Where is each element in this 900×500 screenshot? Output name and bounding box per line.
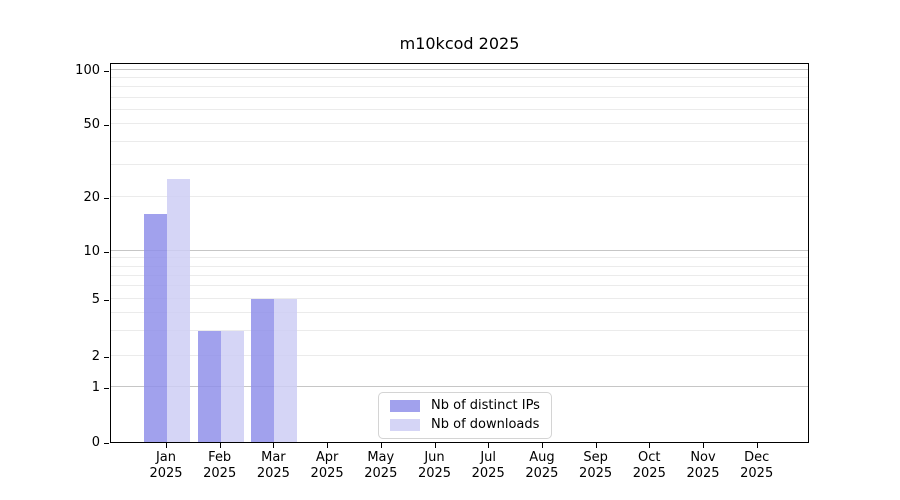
bar-downloads-feb (220, 330, 244, 442)
x-tick-mark-jun (434, 443, 436, 448)
bar-distinct-ips-feb (197, 330, 221, 442)
gridline-y-9 (111, 257, 808, 259)
x-tick-mark-aug (541, 443, 543, 448)
x-tick-year-nov: 2025 (686, 466, 720, 481)
x-tick-mark-jul (488, 443, 490, 448)
y-tick-mark-2 (104, 357, 109, 358)
bar-downloads-mar (274, 299, 298, 442)
plot-area (110, 63, 809, 443)
legend-label-downloads: Nb of downloads (431, 417, 540, 432)
x-tick-mark-may (380, 443, 382, 448)
x-tick-year-sep: 2025 (579, 466, 613, 481)
x-tick-mark-dec (756, 443, 758, 448)
y-tick-label-50: 50 (83, 117, 100, 132)
legend-item-downloads: Nb of downloads (390, 418, 540, 432)
x-tick-label-jul: Jul 2025 (461, 450, 515, 482)
legend-item-distinct-ips: Nb of distinct IPs (390, 399, 540, 413)
y-tick-mark-100 (104, 71, 109, 72)
gridline-y-50 (111, 123, 808, 124)
gridline-y-8 (111, 265, 808, 267)
x-tick-year-dec: 2025 (740, 466, 774, 481)
legend: Nb of distinct IPs Nb of downloads (378, 392, 552, 439)
x-tick-label-sep: Sep 2025 (569, 450, 623, 482)
gridline-y-7 (111, 274, 808, 276)
x-tick-year-jun: 2025 (417, 466, 452, 481)
gridline-y-30 (111, 163, 808, 165)
legend-swatch-downloads (390, 419, 420, 431)
x-tick-year-jul: 2025 (471, 466, 505, 481)
x-tick-year-mar: 2025 (256, 466, 290, 481)
y-tick-label-2: 2 (91, 349, 100, 364)
x-tick-year-aug: 2025 (525, 466, 559, 481)
chart-title: m10kcod 2025 (399, 34, 520, 53)
legend-swatch-distinct-ips (390, 400, 420, 412)
y-tick-label-100: 100 (75, 63, 100, 78)
gridline-y-5 (111, 298, 808, 299)
y-tick-mark-0 (104, 443, 109, 444)
x-tick-mark-mar (273, 443, 275, 448)
gridline-y-2 (111, 355, 808, 356)
y-tick-label-10: 10 (83, 244, 100, 259)
x-tick-year-oct: 2025 (632, 466, 666, 481)
x-tick-label-mar: Mar 2025 (246, 450, 300, 482)
gridline-y-3 (111, 329, 808, 331)
x-tick-mark-nov (703, 443, 704, 448)
x-tick-label-dec: Dec 2025 (730, 450, 784, 482)
x-tick-label-aug: Aug 2025 (515, 450, 569, 482)
gridline-y-70 (111, 96, 808, 98)
y-tick-mark-10 (104, 252, 109, 253)
y-tick-label-20: 20 (83, 190, 100, 205)
gridline-y-60 (111, 108, 808, 110)
x-tick-year-jan: 2025 (149, 466, 183, 481)
y-tick-label-5: 5 (91, 292, 100, 307)
bar-distinct-ips-jan (144, 214, 167, 442)
gridline-y-10 (111, 250, 808, 251)
gridline-y-4 (111, 311, 808, 313)
bar-distinct-ips-mar (251, 299, 275, 442)
y-tick-label-0: 0 (91, 435, 100, 450)
gridline-y-1 (111, 386, 808, 387)
gridline-y-100 (111, 69, 808, 70)
x-tick-year-apr: 2025 (310, 466, 344, 481)
x-tick-label-oct: Oct 2025 (622, 450, 676, 482)
x-tick-mark-sep (595, 443, 597, 448)
y-tick-label-1: 1 (91, 380, 100, 395)
x-tick-label-apr: Apr 2025 (300, 450, 354, 482)
gridline-y-40 (111, 140, 808, 142)
gridline-y-20 (111, 196, 808, 197)
gridline-y-80 (111, 86, 808, 88)
bar-downloads-jan (167, 179, 190, 442)
x-tick-year-feb: 2025 (203, 466, 237, 481)
y-tick-mark-20 (104, 198, 109, 199)
x-tick-mark-jan (166, 443, 167, 448)
x-tick-mark-feb (219, 443, 221, 448)
x-tick-label-feb: Feb 2025 (193, 450, 247, 482)
y-tick-mark-5 (104, 300, 109, 301)
y-tick-mark-1 (104, 388, 109, 389)
legend-label-distinct-ips: Nb of distinct IPs (431, 398, 540, 413)
x-tick-year-may: 2025 (364, 466, 398, 481)
x-tick-label-nov: Nov 2025 (676, 450, 730, 482)
gridline-y-90 (111, 77, 808, 79)
y-tick-mark-50 (104, 125, 109, 126)
x-tick-mark-oct (649, 443, 651, 448)
x-tick-label-jan: Jan 2025 (139, 450, 193, 482)
gridline-y-6 (111, 285, 808, 287)
x-tick-mark-apr (327, 443, 329, 448)
x-tick-label-may: May 2025 (354, 450, 408, 482)
x-tick-label-jun: Jun 2025 (408, 450, 462, 482)
